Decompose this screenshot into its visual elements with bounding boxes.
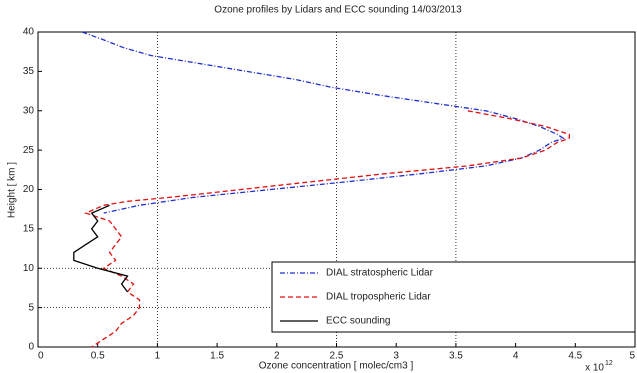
profile-line — [83, 110, 570, 348]
y-axis-label: Height [ km ] — [7, 162, 18, 218]
x-tick-label: 2.5 — [330, 351, 344, 362]
x-axis-label: Ozone concentration [ molec/cm3 ] — [259, 361, 414, 372]
profile-line — [73, 204, 129, 293]
legend-label: DIAL stratospheric Lidar — [326, 268, 434, 279]
x-tick-label: 4 — [513, 351, 519, 362]
x-tick-label: 0.5 — [91, 351, 105, 362]
x-tick-label: 3 — [393, 351, 399, 362]
y-tick-label: 15 — [23, 224, 35, 235]
legend-label: DIAL tropospheric Lidar — [326, 292, 431, 303]
profile-line — [81, 31, 565, 214]
y-tick-label: 20 — [23, 184, 35, 195]
chart-title: Ozone profiles by Lidars and ECC soundin… — [214, 5, 462, 16]
legend-label: ECC sounding — [326, 316, 390, 327]
y-tick-label: 40 — [23, 27, 35, 38]
x-tick-label: 0 — [38, 351, 44, 362]
x-exponent: 12 — [605, 360, 613, 367]
x-tick-label: 5 — [629, 351, 635, 362]
y-tick-label: 0 — [28, 342, 34, 353]
x-tick-label: 1 — [155, 351, 161, 362]
y-tick-label: 10 — [23, 263, 35, 274]
y-tick-label: 30 — [23, 105, 35, 116]
x-tick-label: 1.5 — [210, 351, 224, 362]
y-tick-label: 5 — [28, 302, 34, 313]
x-tick-label: 3.5 — [449, 351, 463, 362]
x-tick-label: 4.5 — [568, 351, 582, 362]
y-tick-label: 25 — [23, 145, 35, 156]
y-tick-label: 35 — [23, 66, 35, 77]
x-multiplier: x 10 — [585, 363, 604, 373]
x-tick-label: 2 — [274, 351, 280, 362]
legend-box — [271, 261, 636, 333]
